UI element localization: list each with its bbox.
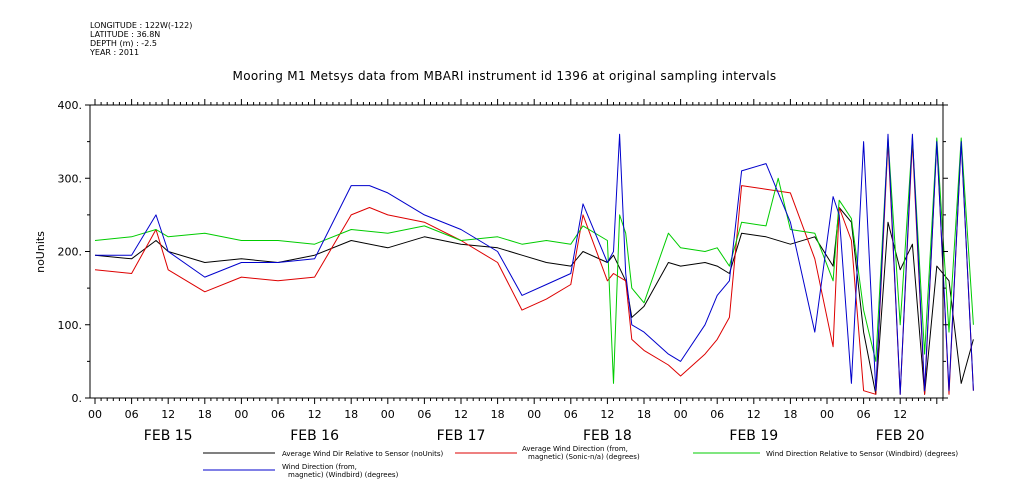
x-tick-label: 12 (747, 408, 761, 421)
y-tick-label: 100. (58, 319, 83, 332)
x-tick-label: 06 (417, 408, 431, 421)
x-tick-label: 18 (637, 408, 651, 421)
y-tick-label: 0. (72, 392, 83, 405)
legend-label-4: magnetic) (Windbird) (degrees) (288, 471, 399, 479)
x-day-label: FEB 15 (144, 428, 193, 444)
x-tick-label: 18 (198, 408, 212, 421)
series-line-3 (94, 137, 974, 384)
x-tick-label: 06 (710, 408, 724, 421)
x-tick-label: 12 (308, 408, 322, 421)
x-day-label: FEB 17 (437, 428, 486, 444)
x-tick-label: 18 (491, 408, 505, 421)
chart-title: Mooring M1 Metsys data from MBARI instru… (232, 69, 777, 83)
header-latitude: LATITUDE : 36.8N (90, 30, 161, 39)
legend-label-2: magnetic) (Sonic-n/a) (degrees) (528, 453, 640, 461)
plot-frame (89, 104, 944, 399)
legend-label-3: Wind Direction Relative to Sensor (Windb… (766, 450, 958, 458)
header-depth: DEPTH (m) : -2.5 (90, 39, 157, 48)
x-tick-label: 00 (88, 408, 102, 421)
x-tick-label: 06 (125, 408, 139, 421)
x-tick-label: 00 (820, 408, 834, 421)
series-layer (94, 133, 974, 395)
x-day-label: FEB 19 (729, 428, 778, 444)
y-axis-label: noUnits (34, 231, 47, 273)
x-day-label: FEB 18 (583, 428, 632, 444)
x-tick-label: 06 (564, 408, 578, 421)
legend: Average Wind Dir Relative to Sensor (noU… (203, 445, 958, 479)
x-tick-label: 12 (454, 408, 468, 421)
x-tick-label: 12 (600, 408, 614, 421)
x-tick-label: 06 (857, 408, 871, 421)
x-tick-label: 00 (527, 408, 541, 421)
header-year: YEAR : 2011 (90, 48, 140, 57)
series-line-1 (94, 207, 974, 395)
x-tick-label: 00 (674, 408, 688, 421)
x-tick-label: 18 (344, 408, 358, 421)
y-tick-label: 400. (58, 99, 83, 112)
x-tick-label: 18 (783, 408, 797, 421)
x-tick-label: 12 (893, 408, 907, 421)
x-tick-label: 12 (161, 408, 175, 421)
y-tick-label: 300. (58, 172, 83, 185)
x-tick-label: 00 (234, 408, 248, 421)
x-tick-label: 06 (271, 408, 285, 421)
series-line-4 (95, 133, 974, 395)
legend-label-2: Average Wind Direction (from, (522, 445, 628, 453)
header-longitude: LONGITUDE : 122W(-122) (90, 21, 193, 30)
x-day-label: FEB 16 (290, 428, 339, 444)
legend-label-4: Wind Direction (from, (282, 463, 357, 471)
legend-label-1: Average Wind Dir Relative to Sensor (noU… (282, 450, 443, 458)
x-day-label: FEB 20 (876, 428, 925, 444)
y-tick-label: 200. (58, 246, 83, 259)
axes-layer: 0. 100. 200. 300. 400. 00 06 12 18 00 06 12 18 00 06 12… (58, 99, 948, 444)
x-tick-label: 00 (381, 408, 395, 421)
